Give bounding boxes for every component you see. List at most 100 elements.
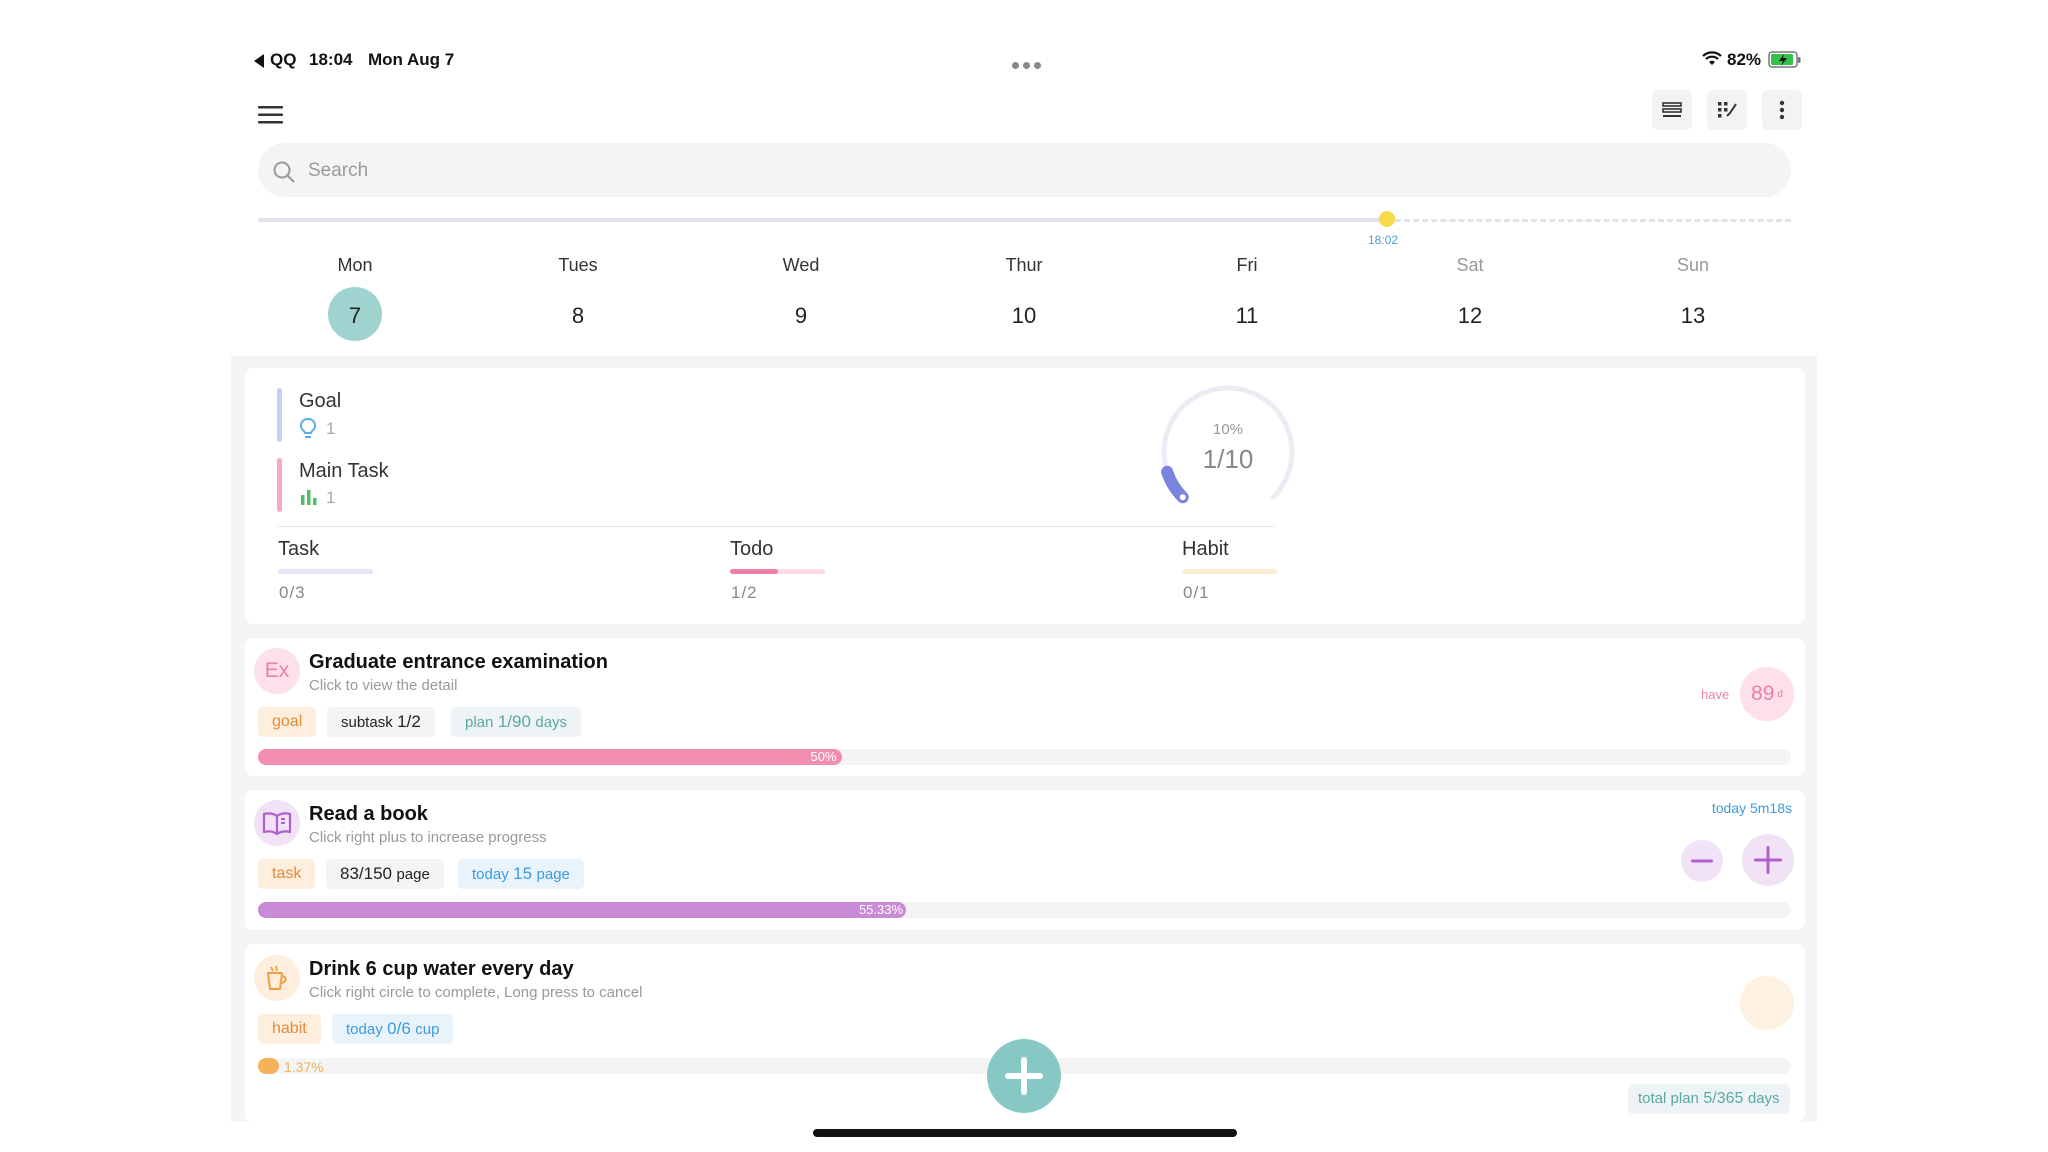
- task-stat-value: 0/3: [279, 583, 306, 602]
- list-view-icon: [1662, 102, 1682, 117]
- home-indicator[interactable]: [813, 1129, 1237, 1137]
- today-highlight: [328, 287, 382, 341]
- water-complete-circle-button[interactable]: [1740, 976, 1794, 1030]
- summary-card: [245, 368, 1805, 624]
- day-number-5[interactable]: 12: [1457, 303, 1483, 328]
- status-time: 18:04: [309, 50, 353, 69]
- day-number-1[interactable]: 8: [571, 303, 585, 328]
- book-decrease-button[interactable]: [1681, 840, 1723, 882]
- status-date: Mon Aug 7: [368, 50, 455, 69]
- water-total-plan-value: 5/365: [1703, 1090, 1744, 1107]
- main-task-label: Main Task: [299, 460, 389, 482]
- book-title: Read a book: [309, 803, 428, 825]
- book-progress-track: 55.33%: [258, 902, 1791, 918]
- open-book-icon: [262, 812, 292, 835]
- exam-progress-fill: 50%: [258, 749, 843, 765]
- todo-stat-value: 1/2: [731, 583, 758, 602]
- book-icon-circle: [254, 800, 300, 846]
- back-arrow-icon[interactable]: [254, 54, 264, 68]
- search-input[interactable]: [306, 156, 1110, 186]
- water-total-plan-tag: total plan 5/365 days: [1628, 1084, 1790, 1114]
- book-today-tag: today 15 page: [458, 859, 584, 889]
- book-progress-label: 55.33%: [858, 902, 904, 917]
- habit-stat-label: Habit: [1182, 538, 1229, 560]
- main-task-indicator-bar: [277, 458, 282, 512]
- water-progress-fill: [258, 1058, 279, 1074]
- goal-count: 1: [326, 419, 336, 438]
- book-progress-fill: 55.33%: [258, 902, 907, 918]
- water-total-plan-label: total plan: [1638, 1090, 1699, 1107]
- day-number-6[interactable]: 13: [1680, 303, 1706, 328]
- exam-progress-label: 50%: [810, 749, 837, 764]
- day-name-5: Sat: [1456, 255, 1484, 275]
- ring-fraction: 1/10: [1202, 444, 1254, 474]
- water-type-tag: habit: [258, 1014, 321, 1044]
- task-stat-label: Task: [278, 538, 320, 560]
- task-stat-track: [278, 569, 373, 574]
- water-today-value: 0/6: [387, 1019, 411, 1038]
- main-task-count: 1: [326, 488, 336, 507]
- exam-title: Graduate entrance examination: [309, 651, 608, 673]
- bar-chart-icon: [301, 490, 317, 505]
- day-number-3[interactable]: 10: [1011, 303, 1037, 328]
- list-view-button[interactable]: [1652, 90, 1692, 130]
- water-total-plan-unit: days: [1747, 1090, 1780, 1107]
- add-item-button[interactable]: [987, 1039, 1061, 1113]
- day-number-0[interactable]: 7: [348, 303, 362, 328]
- exam-type-tag: goal: [258, 707, 317, 737]
- battery-charging-icon: [1768, 51, 1801, 68]
- menu-icon[interactable]: [258, 105, 284, 125]
- goal-label: Goal: [299, 390, 342, 412]
- exam-progress-track: 50%: [258, 749, 1791, 765]
- battery-percent: 82%: [1727, 50, 1762, 69]
- multitask-dots-icon[interactable]: [1012, 56, 1045, 74]
- day-name-6: Sun: [1676, 255, 1710, 275]
- exam-plan-value: 1/90: [497, 712, 531, 731]
- water-today-tag: today 0/6 cup: [332, 1014, 454, 1044]
- todo-stat-label: Todo: [730, 538, 774, 560]
- exam-subtask-label: subtask: [341, 714, 393, 731]
- book-today-value: 15: [513, 864, 533, 883]
- lightbulb-icon: [300, 418, 316, 438]
- ring-percent: 10%: [1212, 421, 1244, 438]
- plus-icon: [1005, 1057, 1043, 1095]
- water-today-label: today: [346, 1021, 383, 1038]
- wifi-icon: [1702, 51, 1722, 65]
- vertical-dots-icon: [1779, 100, 1785, 120]
- day-name-2: Wed: [782, 255, 820, 275]
- exam-have-label: have: [1701, 687, 1730, 702]
- cup-icon: [267, 965, 287, 990]
- book-today-unit: page: [536, 866, 570, 883]
- book-today-time: today 5m18s: [1711, 800, 1792, 816]
- exam-have-value: 89: [1751, 682, 1775, 705]
- more-options-button[interactable]: [1762, 90, 1802, 130]
- day-name-1: Tues: [558, 255, 598, 275]
- day-timeline-elapsed: [258, 218, 1386, 222]
- book-progress-unit: page: [396, 866, 430, 883]
- day-number-4[interactable]: 11: [1235, 303, 1259, 328]
- water-today-unit: cup: [415, 1021, 440, 1038]
- exam-plan-tag: plan 1/90 days: [451, 707, 582, 737]
- current-time-marker: [1379, 211, 1395, 227]
- habit-stat-track: [1182, 569, 1277, 574]
- day-timeline-remaining: [1395, 219, 1791, 222]
- minus-icon: [1691, 859, 1713, 863]
- book-progress-tag: 83/150 page: [326, 859, 444, 889]
- book-increase-button[interactable]: [1742, 834, 1794, 886]
- search-icon: [273, 161, 295, 183]
- exam-days-remaining-badge: 89 d: [1740, 667, 1794, 721]
- exam-plan-unit: days: [535, 714, 568, 731]
- status-app-name[interactable]: QQ: [270, 50, 297, 69]
- plus-icon: [1754, 846, 1782, 874]
- todo-stat-track: [730, 569, 825, 574]
- overall-progress-ring: [1161, 385, 1295, 504]
- current-time-label: 18:02: [1368, 233, 1399, 247]
- exam-have-unit: d: [1777, 688, 1783, 700]
- book-type-tag: task: [258, 859, 316, 889]
- book-progress-value: 83/150: [340, 864, 392, 883]
- grid-view-button[interactable]: [1707, 90, 1747, 130]
- water-progress-label: 1.37%: [284, 1059, 324, 1075]
- day-number-2[interactable]: 9: [794, 303, 808, 328]
- book-subtitle: Click right plus to increase progress: [309, 829, 547, 846]
- day-name-4: Fri: [1236, 255, 1258, 275]
